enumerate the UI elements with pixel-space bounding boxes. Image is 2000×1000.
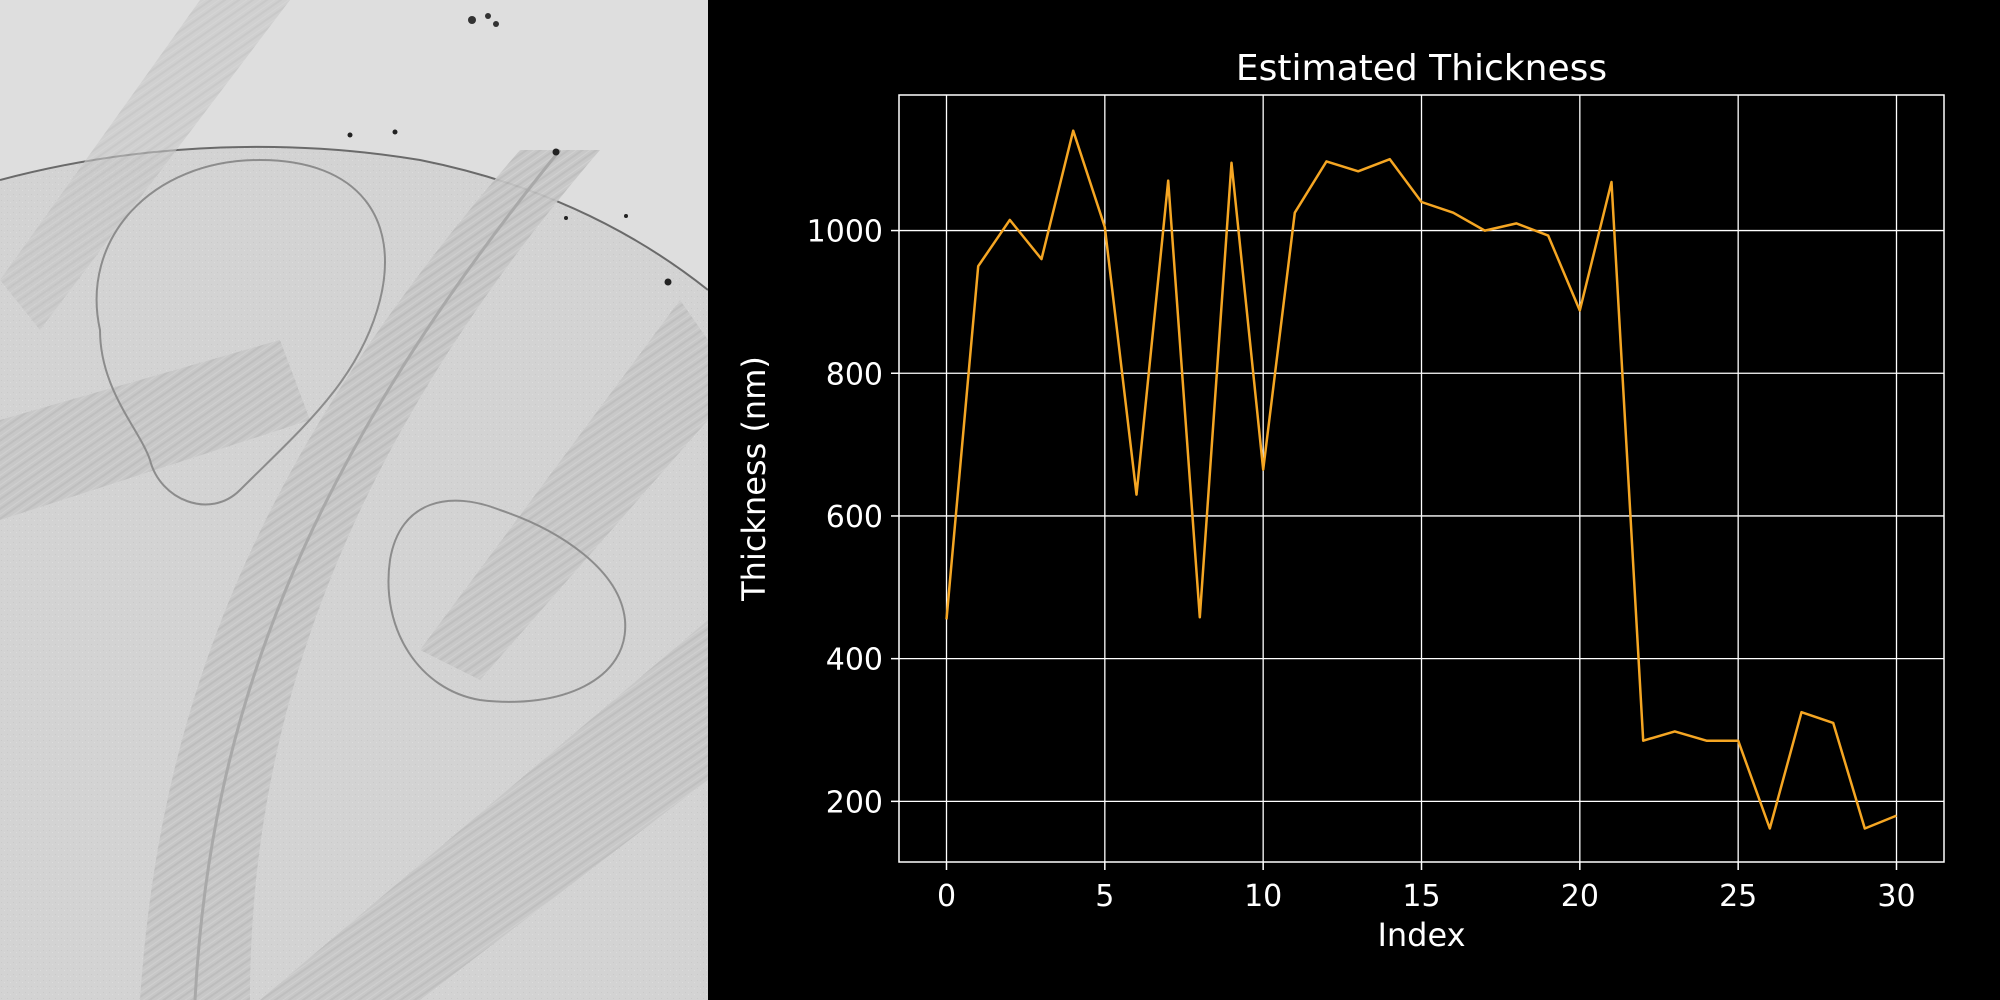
y-axis-ticks: 200 400 600 800 1000: [807, 215, 899, 820]
y-tick-label: 1000: [807, 215, 883, 250]
x-tick-label: 30: [1877, 879, 1915, 914]
y-tick-label: 800: [826, 357, 883, 392]
thickness-series-line: [945, 129, 1897, 830]
x-axis-label: Index: [1377, 916, 1465, 954]
y-tick-label: 600: [826, 500, 883, 535]
thickness-chart: 0 5 10 15 20 25 30 200 400 600 800 1000 Estimated …: [735, 48, 1945, 954]
micrograph-image: [0, 0, 708, 1000]
x-axis-ticks: 0 5 10 15 20 25 30: [937, 862, 1916, 914]
grid-lines: [899, 95, 1944, 862]
x-tick-label: 15: [1402, 879, 1440, 914]
x-tick-label: 0: [937, 879, 956, 914]
y-tick-label: 200: [826, 785, 883, 820]
x-tick-label: 20: [1561, 879, 1599, 914]
y-tick-label: 400: [826, 643, 883, 678]
x-tick-label: 25: [1719, 879, 1757, 914]
y-axis-label: Thickness (nm): [735, 356, 773, 602]
x-tick-label: 5: [1095, 879, 1114, 914]
chart-title: Estimated Thickness: [1236, 48, 1607, 89]
x-tick-label: 10: [1244, 879, 1282, 914]
